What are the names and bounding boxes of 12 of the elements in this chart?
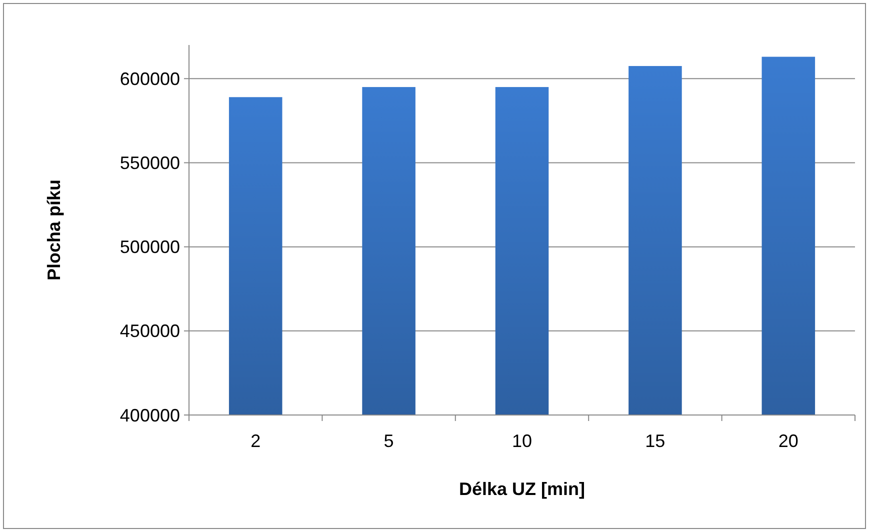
- y-tick-label: 400000: [120, 405, 180, 426]
- y-tick-label: 600000: [120, 68, 180, 89]
- y-tick-label: 550000: [120, 153, 180, 174]
- x-tick-label: 10: [512, 431, 532, 451]
- x-tick-label: 2: [250, 431, 261, 451]
- y-tick-label: 500000: [120, 237, 180, 258]
- y-axis-title: Plocha píku: [44, 179, 64, 281]
- x-tick-label: 5: [384, 431, 394, 451]
- y-tick-label: 450000: [120, 321, 180, 342]
- x-tick-label: 15: [645, 431, 666, 451]
- x-axis-title: Délka UZ [min]: [458, 479, 586, 499]
- x-tick-label: 20: [778, 431, 798, 451]
